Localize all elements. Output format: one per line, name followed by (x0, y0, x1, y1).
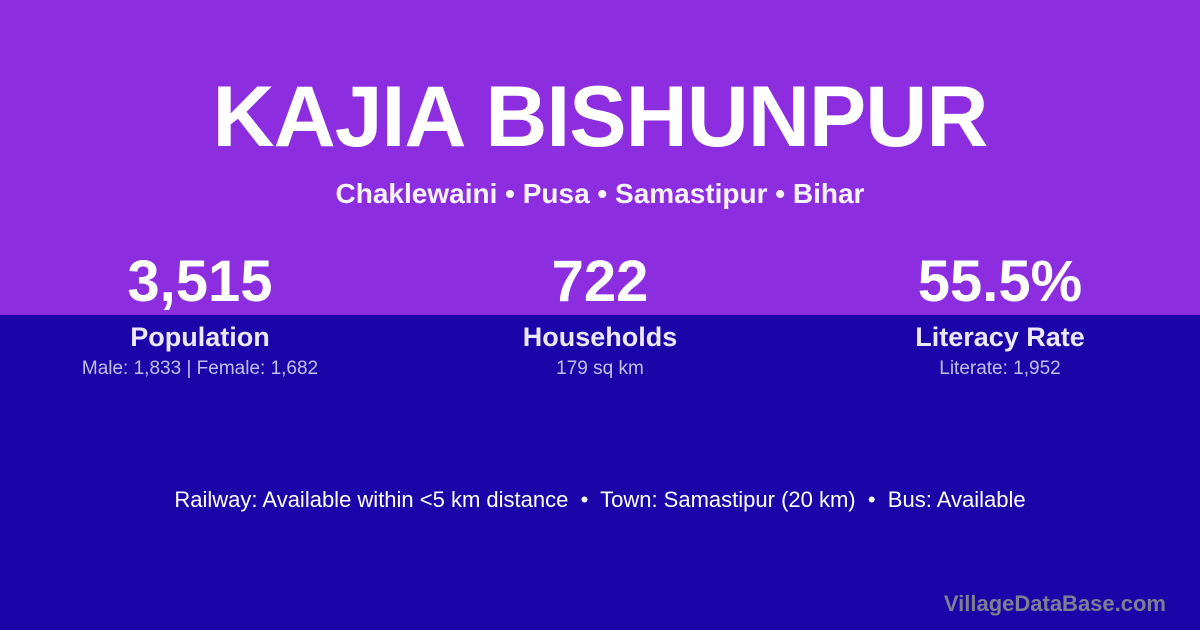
stat-literacy: 55.5% Literacy Rate Literate: 1,952 (800, 248, 1200, 380)
literacy-label: Literacy Rate (915, 322, 1085, 352)
village-title: KAJIA BISHUNPUR (212, 69, 989, 165)
stat-households: 722 Households 179 sq km (400, 248, 800, 380)
watermark: VillageDataBase.com (943, 591, 1166, 616)
stat-population: 3,515 Population Male: 1,833 | Female: 1… (0, 248, 400, 380)
households-label: Households (522, 322, 678, 352)
population-detail: Male: 1,833 | Female: 1,682 (81, 358, 319, 379)
households-value: 722 (551, 249, 649, 314)
literacy-value: 55.5% (917, 249, 1083, 314)
population-label: Population (130, 322, 270, 352)
amenities-line: Railway: Available within <5 km distance… (174, 487, 1026, 512)
population-value: 3,515 (127, 249, 273, 314)
location-breadcrumb: Chaklewaini • Pusa • Samastipur • Bihar (335, 178, 865, 209)
stats-row: 3,515 Population Male: 1,833 | Female: 1… (0, 248, 1200, 380)
households-detail: 179 sq km (556, 358, 644, 379)
card-header: KAJIA BISHUNPUR Chaklewaini • Pusa • Sam… (0, 0, 1200, 210)
literacy-detail: Literate: 1,952 (939, 358, 1061, 379)
